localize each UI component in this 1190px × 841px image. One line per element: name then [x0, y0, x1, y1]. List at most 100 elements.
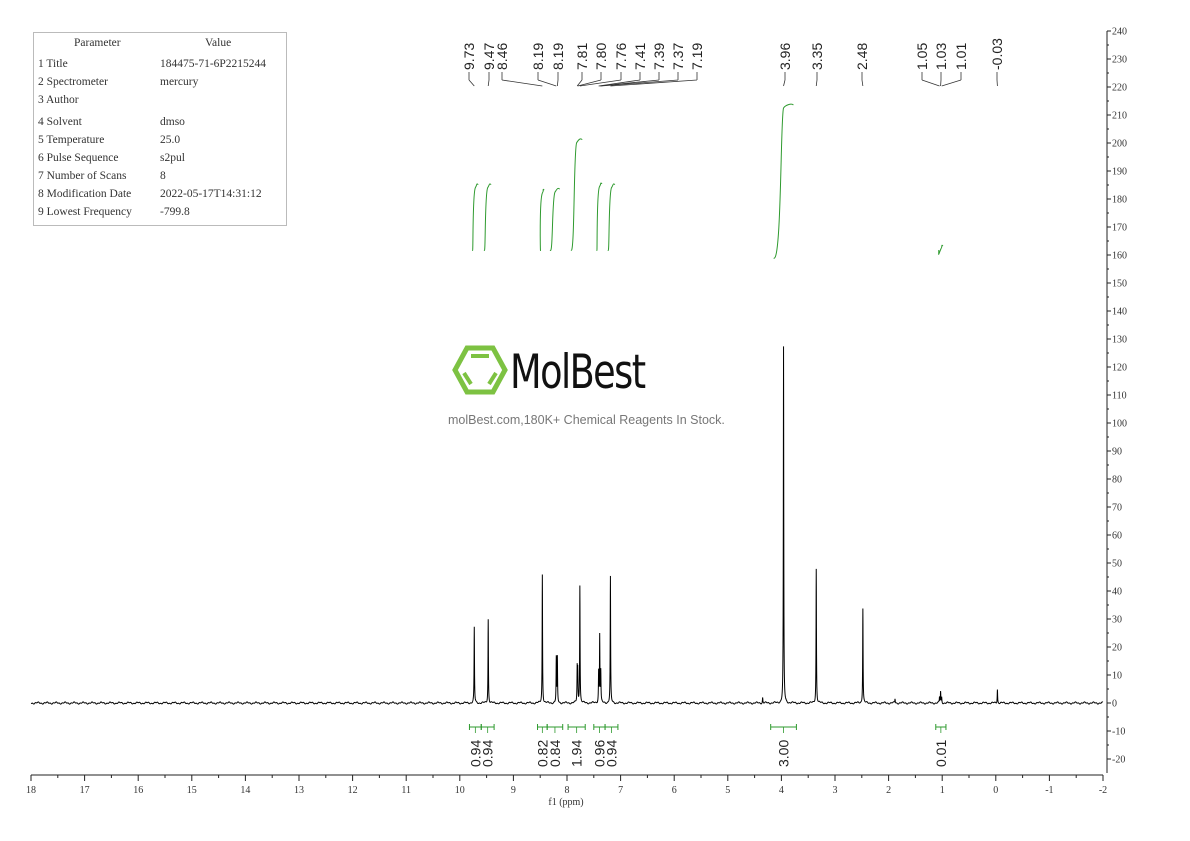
- integral-value: 0.94: [603, 740, 619, 767]
- parameter-label: 4 Solvent: [38, 116, 82, 128]
- peak-label: 7.39: [651, 43, 667, 70]
- peak-label: 1.01: [953, 43, 969, 70]
- x-tick-label: 9: [511, 785, 516, 796]
- peak-label-leader: [501, 72, 543, 87]
- y-tick-label: 100: [1112, 419, 1127, 430]
- x-tick-label: 17: [80, 785, 90, 796]
- x-tick-label: -1: [1045, 785, 1053, 796]
- peak-label: 7.19: [689, 43, 705, 70]
- x-tick-label: 1: [940, 785, 945, 796]
- integral-curve: [471, 183, 479, 251]
- parameter-value: s2pul: [160, 152, 185, 164]
- peak-label: 9.73: [461, 43, 477, 70]
- peak-label-leader: [610, 72, 698, 87]
- x-tick-label: 15: [187, 785, 197, 796]
- peak-label-leader: [941, 72, 962, 87]
- parameter-label: 3 Author: [38, 94, 79, 106]
- parameter-value: 2022-05-17T14:31:12: [160, 188, 262, 200]
- x-tick-label: 12: [348, 785, 358, 796]
- integral-curve: [539, 188, 545, 251]
- parameter-value: mercury: [160, 76, 199, 88]
- integral-curve: [549, 187, 561, 251]
- peak-label-leader: [861, 72, 864, 87]
- integral-curve: [570, 138, 583, 251]
- integral-curve: [773, 103, 794, 259]
- parameter-header: Parameter: [74, 37, 121, 49]
- y-tick-label: 210: [1112, 111, 1127, 122]
- y-tick-label: 120: [1112, 363, 1127, 374]
- parameter-label: 2 Spectrometer: [38, 76, 108, 88]
- molbest-logo: MolBest: [452, 343, 752, 403]
- peak-label-leader: [556, 72, 559, 87]
- peak-label: 9.47: [481, 43, 497, 70]
- peak-label-leader: [537, 72, 557, 87]
- peak-label: 7.37: [670, 43, 686, 70]
- peak-label: 1.03: [933, 43, 949, 70]
- parameter-label: 5 Temperature: [38, 134, 105, 146]
- peak-label-leader: [579, 72, 622, 87]
- y-tick-label: 130: [1112, 335, 1127, 346]
- peak-label-leader: [815, 72, 818, 87]
- integral-curve: [938, 244, 944, 255]
- y-tick-label: -10: [1112, 727, 1125, 738]
- watermark-tagline: molBest.com,180K+ Chemical Reagents In S…: [448, 413, 725, 427]
- parameter-label: 9 Lowest Frequency: [38, 206, 132, 218]
- parameter-value: 184475-71-6P2215244: [160, 58, 267, 70]
- peak-label: 8.19: [550, 43, 566, 70]
- y-tick-label: 20: [1112, 643, 1122, 654]
- peak-label: 7.41: [632, 43, 648, 70]
- x-tick-label: -2: [1099, 785, 1107, 796]
- parameter-label: 1 Title: [38, 58, 68, 70]
- parameter-value: -799.8: [160, 206, 190, 218]
- integral-value: 0.84: [547, 740, 563, 767]
- y-tick-label: 230: [1112, 55, 1127, 66]
- parameter-label: 8 Modification Date: [38, 188, 132, 200]
- y-tick-label: 150: [1112, 279, 1127, 290]
- peak-label-leader: [598, 72, 641, 87]
- y-tick-label: 60: [1112, 531, 1122, 542]
- x-tick-label: 10: [455, 785, 465, 796]
- spectrum-line: [30, 346, 1104, 705]
- x-axis-label: f1 (ppm): [548, 797, 583, 808]
- y-tick-label: 80: [1112, 475, 1122, 486]
- parameter-label: 7 Number of Scans: [38, 170, 127, 182]
- peak-label: 1.05: [914, 43, 930, 70]
- y-tick-label: 70: [1112, 503, 1122, 514]
- peak-label: 8.19: [530, 43, 546, 70]
- integral-value: 0.94: [467, 740, 483, 767]
- peak-label-leader: [921, 72, 940, 87]
- x-tick-label: 2: [886, 785, 891, 796]
- integral-value: 0.96: [591, 740, 607, 767]
- x-tick-label: 8: [565, 785, 570, 796]
- x-tick-label: 14: [240, 785, 250, 796]
- y-tick-label: 0: [1112, 699, 1117, 710]
- peak-label-leader: [487, 72, 490, 87]
- peak-label: 3.35: [809, 43, 825, 70]
- peak-label: 8.46: [494, 43, 510, 70]
- parameter-value: dmso: [160, 116, 185, 128]
- peak-label: 2.48: [854, 43, 870, 70]
- x-tick-label: 11: [401, 785, 411, 796]
- integral-value: 3.00: [776, 740, 792, 767]
- y-tick-label: 170: [1112, 223, 1127, 234]
- y-tick-label: 240: [1112, 27, 1127, 38]
- peak-label-leader: [576, 72, 583, 87]
- benzene-logo-icon: [452, 345, 508, 395]
- y-tick-label: 140: [1112, 307, 1127, 318]
- parameter-table: Parameter Value 1 Title 184475-71-6P22152…: [33, 32, 287, 226]
- x-tick-label: 13: [294, 785, 304, 796]
- x-tick-label: 3: [833, 785, 838, 796]
- y-tick-label: 30: [1112, 615, 1122, 626]
- y-tick-label: 90: [1112, 447, 1122, 458]
- peak-label: 7.76: [613, 43, 629, 70]
- integral-value: 0.82: [534, 740, 550, 767]
- y-tick-label: 200: [1112, 139, 1127, 150]
- y-tick-label: 110: [1112, 391, 1127, 402]
- y-tick-label: 180: [1112, 195, 1127, 206]
- integral-curve: [483, 183, 492, 251]
- peak-label-leader: [577, 72, 602, 87]
- x-tick-label: 5: [725, 785, 730, 796]
- integral-value: 1.94: [569, 740, 585, 767]
- parameter-label: 6 Pulse Sequence: [38, 152, 119, 164]
